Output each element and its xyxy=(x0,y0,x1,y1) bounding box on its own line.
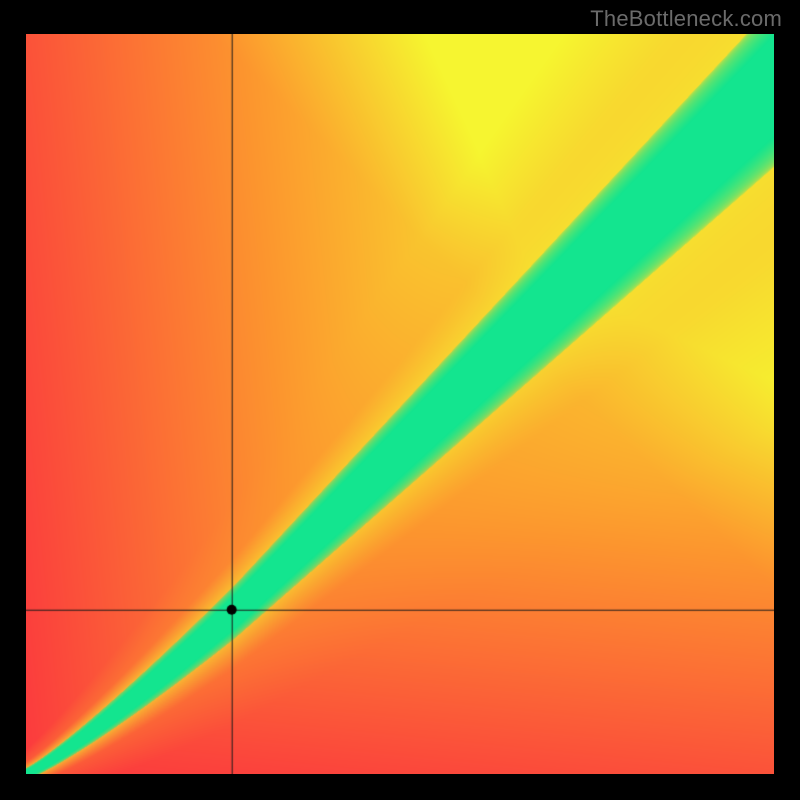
bottleneck-heatmap xyxy=(26,34,774,774)
chart-container: TheBottleneck.com xyxy=(0,0,800,800)
watermark-text: TheBottleneck.com xyxy=(590,6,782,32)
